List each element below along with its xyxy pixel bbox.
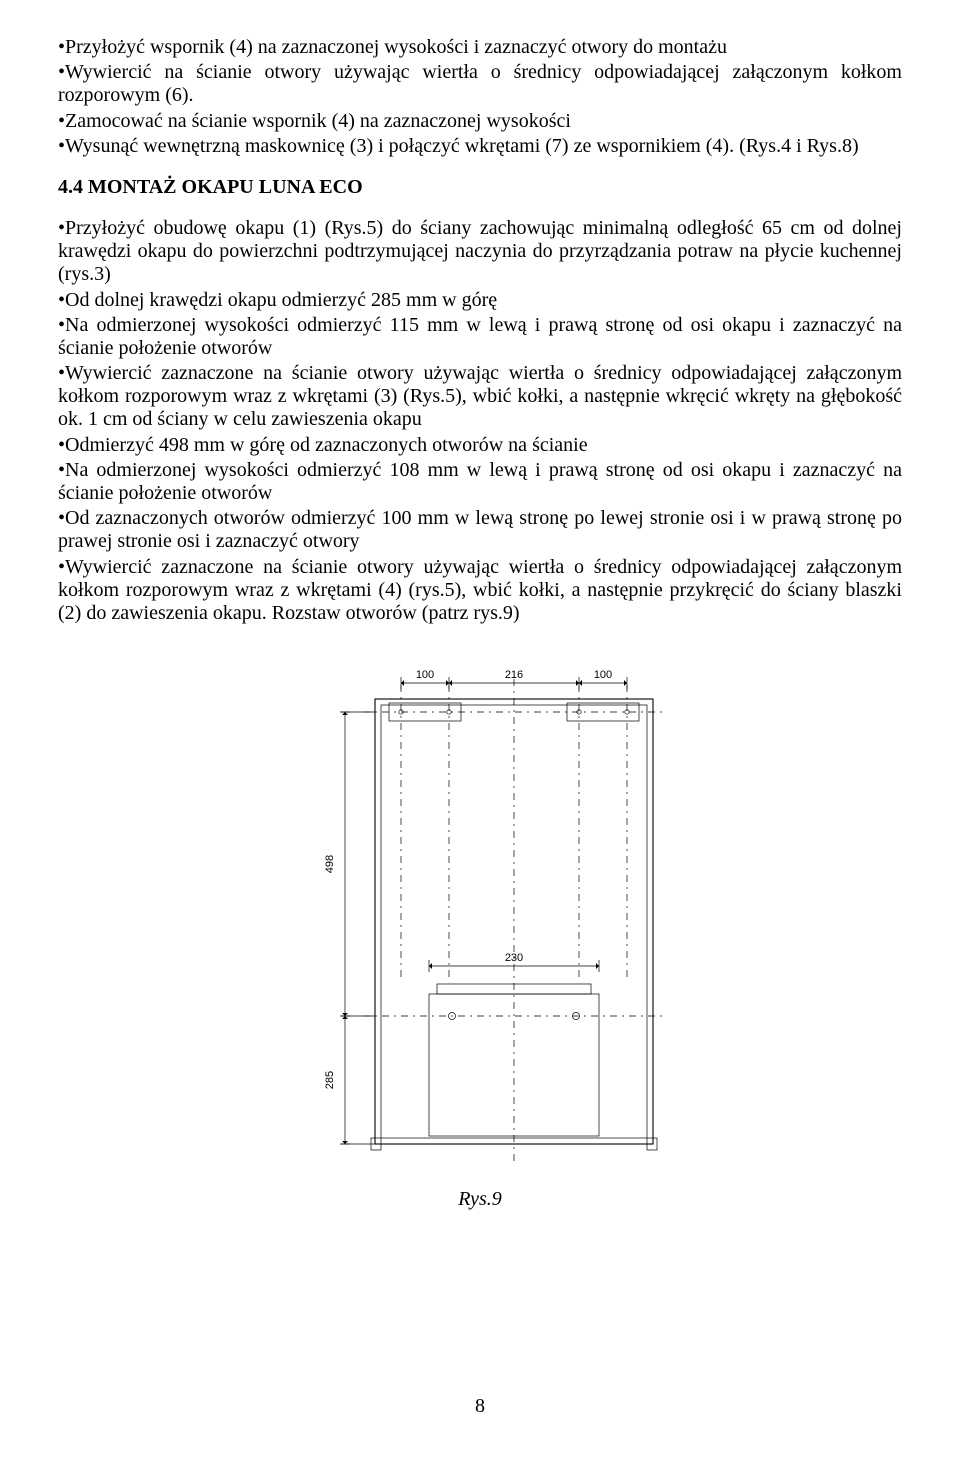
- bullet-q1: •Przyłożyć obudowę okapu (1) (Rys.5) do …: [58, 217, 902, 287]
- svg-text:498: 498: [324, 855, 336, 873]
- bullet-text: •Przyłożyć obudowę okapu (1) (Rys.5) do …: [58, 217, 902, 285]
- section-title: 4.4 MONTAŻ OKAPU LUNA ECO: [58, 176, 902, 199]
- bullet-p4: •Wysunąć wewnętrzną maskownicę (3) i poł…: [58, 135, 902, 158]
- bullet-text: •Wysunąć wewnętrzną maskownicę (3) i poł…: [58, 135, 859, 157]
- svg-text:285: 285: [324, 1071, 336, 1089]
- bullet-text: •Od zaznaczonych otworów odmierzyć 100 m…: [58, 507, 902, 552]
- bullet-text: •Wywiercić zaznaczone na ścianie otwory …: [58, 556, 902, 624]
- bullet-text: •Na odmierzonej wysokości odmierzyć 108 …: [58, 459, 902, 504]
- bullet-p3: •Zamocować na ścianie wspornik (4) na za…: [58, 110, 902, 133]
- bullet-p2: •Wywiercić na ścianie otwory używając wi…: [58, 61, 902, 107]
- svg-text:100: 100: [416, 669, 434, 681]
- bullet-q8: •Wywiercić zaznaczone na ścianie otwory …: [58, 556, 902, 626]
- page-number: 8: [58, 1395, 902, 1418]
- bullet-text: •Odmierzyć 498 mm w górę od zaznaczonych…: [58, 434, 588, 456]
- bullet-text: •Od dolnej krawędzi okapu odmierzyć 285 …: [58, 289, 497, 311]
- figure-caption: Rys.9: [58, 1188, 902, 1211]
- figure-wrapper: 100 216 100 230 498 285 Rys.9: [58, 649, 902, 1211]
- bullet-text: •Wywiercić zaznaczone na ścianie otwory …: [58, 362, 902, 430]
- svg-text:216: 216: [505, 669, 523, 681]
- bullet-q4: •Wywiercić zaznaczone na ścianie otwory …: [58, 362, 902, 432]
- svg-text:100: 100: [594, 669, 612, 681]
- bullet-q5: •Odmierzyć 498 mm w górę od zaznaczonych…: [58, 434, 902, 457]
- bullet-text: •Zamocować na ścianie wspornik (4) na za…: [58, 110, 571, 132]
- bullet-text: •Na odmierzonej wysokości odmierzyć 115 …: [58, 314, 902, 359]
- bullet-q6: •Na odmierzonej wysokości odmierzyć 108 …: [58, 459, 902, 505]
- svg-text:230: 230: [505, 952, 523, 964]
- bullet-text: •Wywiercić na ścianie otwory używając wi…: [58, 61, 902, 106]
- page-container: •Przyłożyć wspornik (4) na zaznaczonej w…: [58, 36, 902, 1436]
- bullet-q2: •Od dolnej krawędzi okapu odmierzyć 285 …: [58, 289, 902, 312]
- bullet-q7: •Od zaznaczonych otworów odmierzyć 100 m…: [58, 507, 902, 553]
- bullet-text: •Przyłożyć wspornik (4) na zaznaczonej w…: [58, 36, 727, 58]
- bullet-p1: •Przyłożyć wspornik (4) na zaznaczonej w…: [58, 36, 902, 59]
- figure-rys9: 100 216 100 230 498 285: [280, 649, 680, 1169]
- bullet-q3: •Na odmierzonej wysokości odmierzyć 115 …: [58, 314, 902, 360]
